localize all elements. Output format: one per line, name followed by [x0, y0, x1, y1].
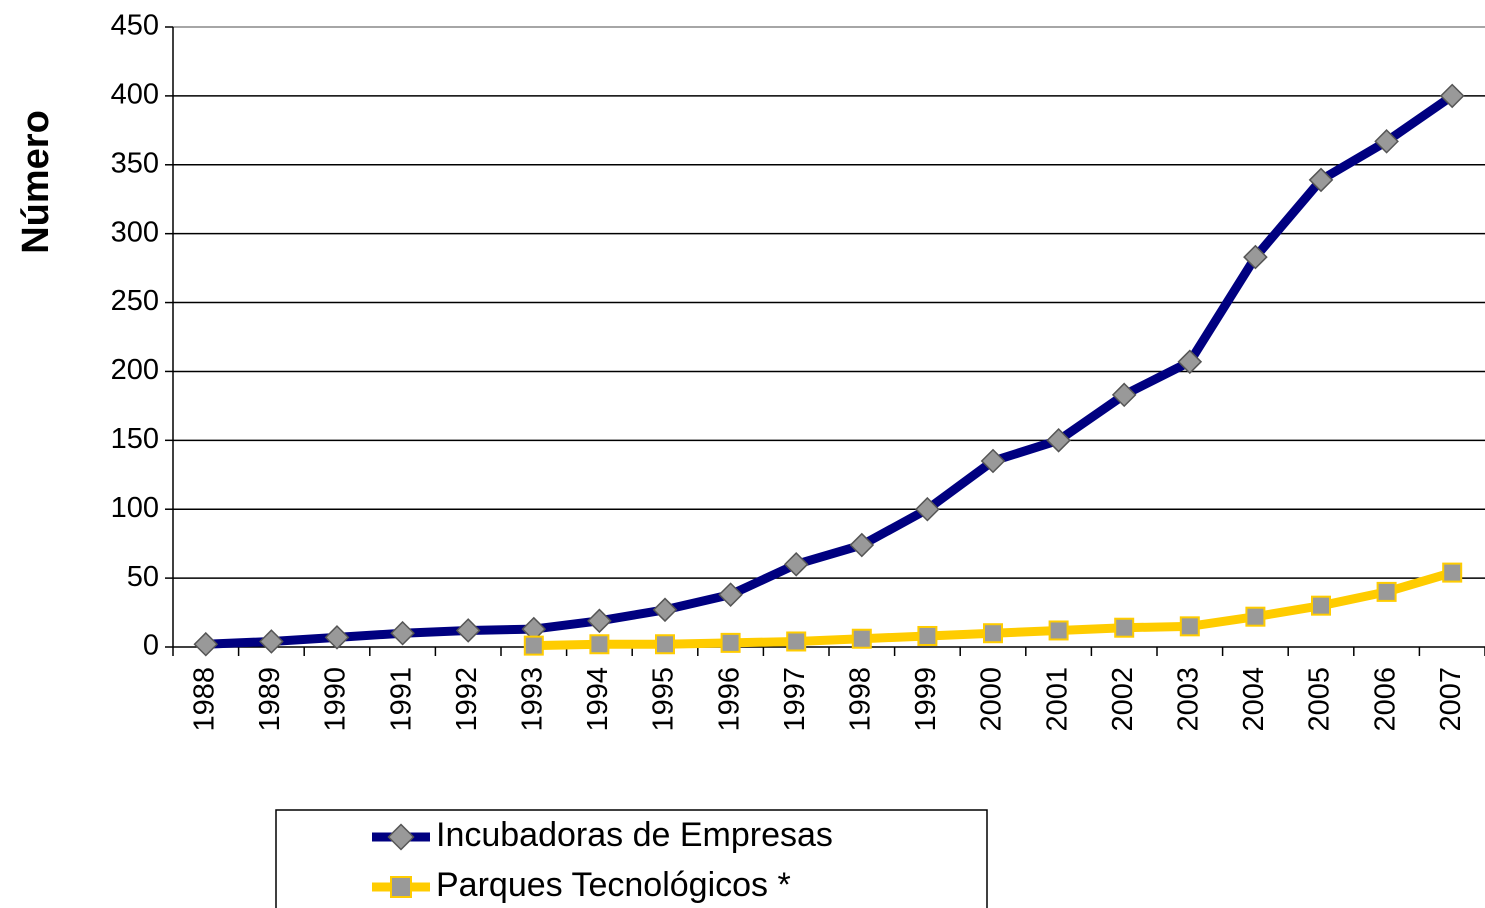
x-tick-label: 1997 [779, 667, 811, 732]
x-tick-label: 1988 [188, 667, 220, 732]
x-tick-label: 1991 [385, 667, 417, 732]
marker [523, 635, 544, 656]
marker [587, 608, 612, 634]
marker [455, 618, 481, 643]
series [193, 83, 1465, 657]
legend-label: Incubadoras de Empresas [436, 816, 833, 854]
marker [1374, 129, 1399, 154]
marker [786, 631, 807, 652]
x-tick-label: 1990 [320, 667, 352, 732]
marker [718, 582, 743, 607]
x-tick-label: 2004 [1238, 667, 1270, 732]
marker [655, 634, 675, 655]
marker [851, 628, 872, 649]
marker [652, 597, 678, 623]
marker [1048, 620, 1069, 641]
y-tick-label: 50 [127, 561, 159, 593]
x-tick-label: 1992 [451, 667, 483, 732]
x-tick-label: 2006 [1369, 667, 1401, 732]
x-tick-label: 1995 [648, 667, 680, 732]
y-tick-label: 150 [111, 423, 159, 455]
marker [1376, 581, 1397, 602]
x-tick-label: 1996 [713, 667, 745, 732]
y-tick-label: 200 [111, 354, 159, 386]
series [523, 562, 1463, 656]
y-tick-label: 400 [111, 79, 159, 111]
x-tick-label: 1999 [910, 667, 942, 732]
y-tick-label: 0 [143, 630, 159, 662]
marker [259, 629, 284, 654]
y-tick-label: 300 [111, 216, 159, 248]
marker [387, 823, 415, 851]
x-tick-label: 2001 [1041, 667, 1073, 732]
x-tick-label: 2000 [976, 667, 1008, 732]
marker [1114, 617, 1135, 638]
marker [193, 631, 219, 657]
marker [1439, 83, 1465, 109]
x-tick-label: 2002 [1107, 667, 1139, 732]
marker [783, 552, 809, 577]
x-tick-label: 1989 [254, 667, 286, 732]
marker [1177, 349, 1203, 375]
x-tick-label: 2005 [1304, 667, 1336, 732]
marker [849, 532, 875, 558]
x-tick-label: 1993 [516, 667, 548, 732]
marker [390, 620, 415, 646]
x-tick-label: 2007 [1435, 667, 1467, 732]
y-tick-label: 450 [111, 10, 159, 42]
marker [1046, 428, 1071, 453]
marker [1179, 616, 1200, 637]
y-tick-label: 100 [111, 492, 159, 524]
marker [980, 448, 1006, 474]
x-tick-label: 1994 [582, 667, 614, 732]
y-axis-label: Número [15, 110, 57, 254]
marker [917, 625, 938, 646]
marker [983, 623, 1003, 644]
marker [589, 634, 610, 655]
marker [1111, 382, 1137, 408]
marker [720, 632, 741, 653]
x-tick-label: 1998 [844, 667, 876, 732]
marker [1311, 595, 1331, 616]
marker [1308, 167, 1334, 193]
x-tick-label: 2003 [1172, 667, 1204, 732]
legend-label: Parques Tecnológicos * [436, 866, 791, 904]
y-tick-label: 350 [111, 147, 159, 179]
marker [1442, 562, 1463, 583]
series-line [205, 92, 1455, 649]
marker [915, 496, 940, 522]
marker [324, 625, 350, 650]
marker [390, 876, 412, 898]
marker [1245, 606, 1266, 627]
y-tick-label: 250 [111, 285, 159, 317]
marker [1243, 244, 1268, 270]
